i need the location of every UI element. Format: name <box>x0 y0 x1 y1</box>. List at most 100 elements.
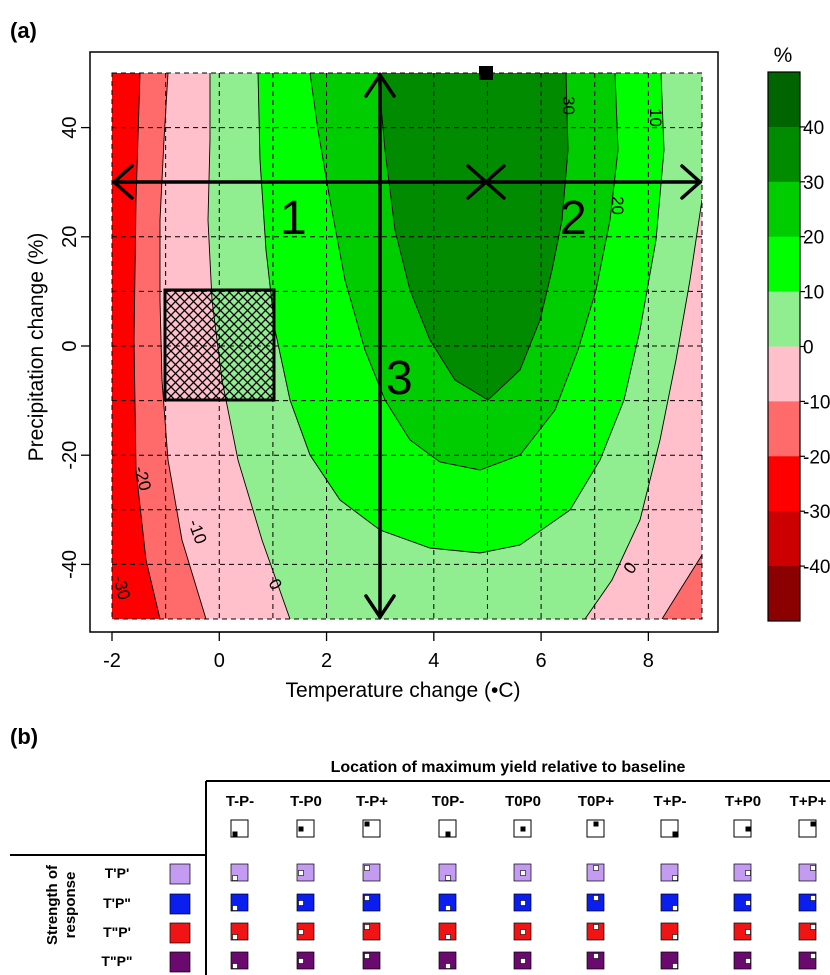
column-header: T+P0 <box>725 793 761 810</box>
cell-icon <box>586 922 605 941</box>
column-icon <box>660 819 679 838</box>
cell-icon <box>296 951 315 970</box>
column-icon <box>438 819 457 838</box>
column-header: T0P0 <box>505 793 541 810</box>
column-header: T+P- <box>654 793 687 810</box>
colorbar-swatch <box>768 456 800 512</box>
colorbar-label: 0 <box>803 338 814 359</box>
arrow-label-3: 3 <box>386 352 413 405</box>
y-tick-label: 40 <box>59 116 81 138</box>
colorbar-label: -40 <box>803 557 830 578</box>
region-red <box>112 73 160 619</box>
cell-icon <box>733 922 752 941</box>
colorbar-swatch <box>768 291 800 347</box>
cell-icon <box>798 863 817 882</box>
cell-icon <box>513 922 532 941</box>
colorbar-label: 10 <box>803 283 824 304</box>
arrow-label-2: 2 <box>560 192 587 245</box>
maximum-yield-marker <box>479 66 493 80</box>
cell-icon <box>513 863 532 882</box>
row-swatch <box>169 893 191 915</box>
cell-icon <box>296 863 315 882</box>
column-icon <box>586 819 605 838</box>
x-tick-label: 2 <box>321 650 332 672</box>
arrow-1-head-left <box>111 164 134 200</box>
arrow-3-head-bottom <box>364 594 396 621</box>
colorbar-label: -20 <box>803 447 830 468</box>
cell-icon <box>230 863 249 882</box>
colorbar-legend: 40 30 20 10 0 -10 -20 -30 -40 <box>767 71 830 622</box>
arrow-2-head-right <box>680 164 703 200</box>
colorbar-swatch <box>768 181 800 238</box>
column-icon <box>798 819 817 838</box>
cell-icon <box>733 951 752 970</box>
panel-b-header: Location of maximum yield relative to ba… <box>331 759 686 776</box>
contour-label-20: 20 <box>608 196 627 215</box>
colorbar-label: 40 <box>803 118 824 139</box>
cell-icon <box>733 863 752 882</box>
colorbar-swatch <box>768 126 800 183</box>
column-icon <box>296 819 315 838</box>
cell-icon <box>798 922 817 941</box>
y-axis-label: Precipitation change (%) <box>25 233 48 462</box>
colorbar-swatch <box>768 566 800 622</box>
y-tick-label: -20 <box>59 441 81 470</box>
arrow-3-head-top <box>364 71 396 98</box>
arrow-2-head-left <box>483 164 506 200</box>
colorbar-swatch <box>768 72 800 128</box>
panel-b-label: (b) <box>10 724 38 749</box>
column-header: T+P+ <box>790 793 827 810</box>
cell-icon <box>513 893 532 912</box>
baseline-box <box>163 288 276 402</box>
column-header: T-P0 <box>290 793 322 810</box>
row-label: T'P" <box>103 895 131 911</box>
contour-label-30: 30 <box>559 96 578 115</box>
cell-icon <box>438 893 457 912</box>
cell-icon <box>438 951 457 970</box>
cell-icon <box>362 922 381 941</box>
contour-label-10: 10 <box>646 108 665 127</box>
row-header-line-1: Strength of <box>44 864 61 945</box>
x-axis-ticks: -2 0 2 4 6 8 <box>103 632 654 672</box>
cell-icon <box>362 893 381 912</box>
cell-icon <box>230 922 249 941</box>
cell-icon <box>513 951 532 970</box>
axis-lines <box>89 127 650 633</box>
cell-icon <box>296 893 315 912</box>
cell-icon <box>586 863 605 882</box>
colorbar-label: 20 <box>803 228 824 249</box>
colorbar-label: 30 <box>803 173 824 194</box>
y-axis-ticks: -40 -20 0 20 40 <box>59 116 90 579</box>
arrow-label-1: 1 <box>280 192 307 245</box>
cell-icon <box>733 893 752 912</box>
x-tick-label: 8 <box>643 650 654 672</box>
row-header-line-2: response <box>62 872 79 939</box>
colorbar-swatch <box>768 511 800 567</box>
row-swatch <box>169 863 191 885</box>
column-header: T-P- <box>226 793 254 810</box>
plot-area-border <box>111 72 703 620</box>
legend-title: % <box>774 44 793 67</box>
x-tick-label: 4 <box>428 650 439 672</box>
cell-icon <box>660 893 679 912</box>
arrows <box>111 71 703 621</box>
x-tick-label: -2 <box>103 650 121 672</box>
cell-icon <box>230 951 249 970</box>
row-swatch <box>169 951 191 973</box>
x-tick-label: 6 <box>536 650 547 672</box>
cell-icon <box>660 863 679 882</box>
column-icon <box>733 819 752 838</box>
cell-icon <box>362 863 381 882</box>
colorbar-label: -30 <box>803 502 830 523</box>
cell-icon <box>660 922 679 941</box>
column-icon <box>513 819 532 838</box>
column-header: T0P+ <box>578 793 615 810</box>
cell-icon <box>438 863 457 882</box>
cell-icon <box>798 951 817 970</box>
cell-icon <box>586 893 605 912</box>
cell-icon <box>230 893 249 912</box>
colorbar-swatch <box>768 346 800 402</box>
column-icon <box>362 819 381 838</box>
row-label: T"P" <box>101 953 132 969</box>
